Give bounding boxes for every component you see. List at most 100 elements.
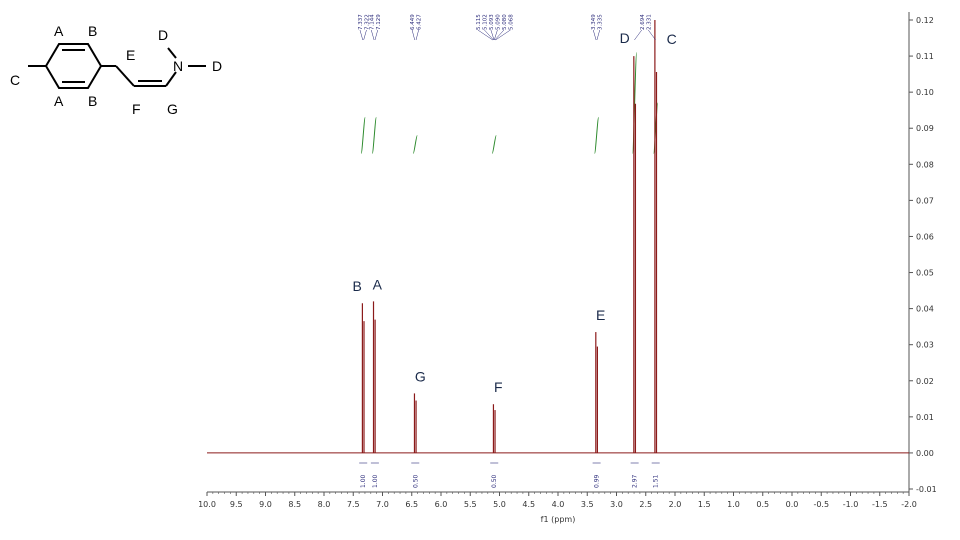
x-tick-label: -0.5 — [813, 500, 829, 509]
y-tick-label: 0.02 — [916, 377, 934, 386]
integral-curve — [491, 134, 497, 154]
x-tick-label: 2.0 — [669, 500, 682, 509]
shift-label: 7.337 — [358, 14, 364, 30]
shift-label: 5.102 — [482, 14, 488, 30]
integral-curves — [360, 51, 659, 154]
chemical-shift-labels: 5.115 5.102 5.093 5.090 5.080 5.068 7.144 7.129… — [358, 14, 656, 41]
y-tick-label: 0.10 — [916, 88, 934, 97]
shift-leader-line — [634, 29, 642, 41]
integration-value: 0.50 — [412, 474, 419, 488]
shift-leader-line — [411, 29, 415, 41]
shift-leader-line — [477, 29, 493, 41]
x-tick-label: 1.5 — [698, 500, 711, 509]
x-tick-label: -2.0 — [901, 500, 917, 509]
shift-label: 5.080 — [502, 14, 508, 30]
peak-assignment-labels: B A G F E D C — [353, 30, 677, 395]
y-tick-label: 0.08 — [916, 160, 934, 169]
shift-leader-line — [493, 29, 498, 41]
integral-curve — [653, 102, 659, 154]
shift-leader-line — [374, 29, 379, 41]
integral-curve — [632, 51, 638, 154]
shift-label: 7.144 — [369, 14, 375, 30]
x-tick-label: -1.5 — [872, 500, 888, 509]
x-tick-label: 9.5 — [230, 500, 243, 509]
x-tick-label: 3.5 — [581, 500, 594, 509]
shift-label: 3.349 — [591, 14, 597, 30]
x-tick-label: 6.0 — [435, 500, 448, 509]
x-tick-label: 10.0 — [198, 500, 216, 509]
shift-leader-line — [363, 29, 367, 41]
y-tick-label: 0.07 — [916, 196, 934, 205]
integration-value: 2.97 — [632, 474, 639, 488]
x-tick-label: 0.0 — [786, 500, 799, 509]
x-tick-label: 5.0 — [493, 500, 506, 509]
y-tick-label: 0.06 — [916, 232, 934, 241]
mol-label-n: N — [173, 58, 183, 74]
mol-label-a-top: A — [54, 23, 64, 39]
x-tick-label: 6.5 — [405, 500, 418, 509]
x-tick-label: 7.5 — [347, 500, 360, 509]
shift-leader-line — [596, 29, 600, 41]
shift-leader-line — [359, 29, 364, 41]
integration-value: 1.51 — [653, 474, 660, 488]
y-tick-label: 0.03 — [916, 341, 934, 350]
x-tick-label: 5.5 — [464, 500, 477, 509]
mol-label-d-right: D — [212, 58, 222, 74]
integration-labels: 1.00 1.00 0.50 0.50 0.99 2.97 1.51 — [359, 462, 660, 488]
shift-leader-line — [371, 29, 375, 41]
shift-leader-line — [593, 29, 597, 41]
shift-label: 2.331 — [646, 14, 652, 30]
x-tick-label: -1.0 — [843, 500, 859, 509]
x-tick-label: 2.5 — [639, 500, 652, 509]
shift-label: 7.322 — [364, 14, 370, 30]
x-tick-label: 4.5 — [522, 500, 535, 509]
mol-label-b-bottom: B — [88, 93, 97, 109]
integration-value: 0.99 — [594, 474, 601, 488]
shift-leader-line — [495, 29, 511, 41]
shift-leader-line — [648, 29, 656, 41]
y-tick-label: 0.11 — [916, 52, 934, 61]
shift-label: 7.129 — [376, 14, 382, 30]
shift-label: 6.449 — [410, 14, 416, 30]
shift-label: 5.068 — [508, 14, 514, 30]
integral-curve — [360, 116, 366, 154]
shift-label: 5.090 — [495, 14, 501, 30]
integral-curve — [412, 134, 418, 154]
axes: 10.0 9.5 9.0 8.5 8.0 7.5 7.0 6.5 6.0 5.5 5.0 4.5 4.0… — [198, 12, 937, 509]
peak-label-a: A — [373, 276, 383, 292]
x-tick-label: 1.0 — [727, 500, 740, 509]
integration-value: 0.50 — [491, 474, 498, 488]
x-tick-label: 9.0 — [259, 500, 272, 509]
y-tick-label: 0.01 — [916, 413, 934, 422]
shift-label: 5.115 — [476, 14, 482, 30]
mol-label-g: G — [167, 101, 178, 117]
y-tick-label: 0.00 — [916, 449, 934, 458]
x-axis-label: f1 (ppm) — [541, 515, 576, 524]
integral-curve — [594, 116, 600, 154]
y-tick-label: 0.12 — [916, 16, 934, 25]
spectrum-trace — [207, 20, 909, 454]
y-tick-label: -0.01 — [916, 485, 937, 494]
x-tick-label: 3.0 — [610, 500, 623, 509]
integral-curve — [371, 116, 377, 154]
x-tick-label: 0.5 — [756, 500, 769, 509]
peak-label-b: B — [353, 278, 362, 294]
peak-label-d: D — [620, 30, 630, 46]
peak-label-f: F — [494, 379, 503, 395]
integration-value: 1.00 — [372, 474, 379, 488]
mol-label-b-top: B — [88, 23, 97, 39]
shift-leader-line — [494, 29, 505, 41]
peak-label-e: E — [596, 307, 605, 323]
x-tick-label: 8.5 — [288, 500, 301, 509]
x-tick-label: 7.0 — [376, 500, 389, 509]
mol-label-a-bottom: A — [54, 93, 64, 109]
mol-label-d-top: D — [158, 27, 168, 43]
peak-label-c: C — [667, 31, 677, 47]
x-tick-label: 8.0 — [318, 500, 331, 509]
y-tick-label: 0.05 — [916, 269, 934, 278]
shift-label: 5.093 — [489, 14, 495, 30]
mol-label-f: F — [132, 101, 141, 117]
shift-leader-line — [415, 29, 419, 41]
integration-value: 1.00 — [360, 474, 367, 488]
